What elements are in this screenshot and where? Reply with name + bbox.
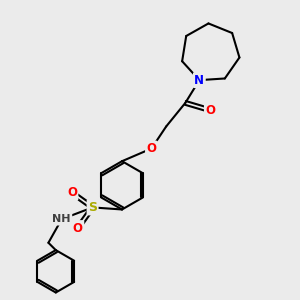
Text: O: O (73, 221, 83, 235)
Text: O: O (146, 142, 157, 155)
Text: N: N (194, 74, 204, 87)
Text: S: S (88, 201, 97, 214)
Text: NH: NH (52, 214, 71, 224)
Text: O: O (206, 104, 215, 117)
Text: O: O (67, 186, 77, 199)
